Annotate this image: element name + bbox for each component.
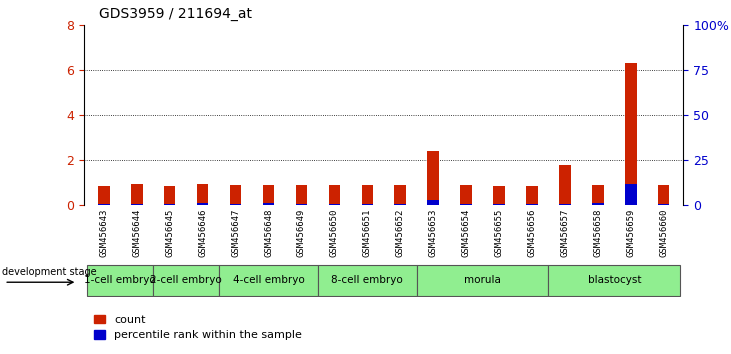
Bar [131,204,143,205]
Text: GSM456660: GSM456660 [659,208,668,257]
Bar [395,204,406,205]
Bar [329,204,340,205]
Bar [88,266,154,296]
Text: 4-cell embryo: 4-cell embryo [232,275,304,285]
Bar [230,185,241,205]
Bar [329,185,340,205]
Bar [417,266,548,296]
Text: GSM456651: GSM456651 [363,208,372,257]
Bar [493,186,505,205]
Bar [197,203,208,205]
Text: GSM456657: GSM456657 [561,208,569,257]
Text: GSM456659: GSM456659 [626,208,635,257]
Bar [592,203,604,205]
Bar [493,204,505,205]
Text: GSM456653: GSM456653 [428,208,438,257]
Bar [154,266,219,296]
Bar [295,185,307,205]
Bar [428,151,439,205]
Bar [625,63,637,205]
Text: 2-cell embryo: 2-cell embryo [151,275,222,285]
Text: GSM456644: GSM456644 [132,208,141,257]
Bar [461,185,472,205]
Bar [164,204,175,205]
Text: GSM456652: GSM456652 [395,208,405,257]
Bar [230,204,241,205]
Text: GSM456648: GSM456648 [264,208,273,257]
Text: blastocyst: blastocyst [588,275,641,285]
Text: 1-cell embryo: 1-cell embryo [84,275,156,285]
Bar [559,165,571,205]
Text: GSM456646: GSM456646 [198,208,207,257]
Text: GSM456645: GSM456645 [165,208,174,257]
Text: GSM456656: GSM456656 [528,208,537,257]
Bar [428,200,439,205]
Bar [461,204,472,205]
Bar [526,186,538,205]
Bar [318,266,417,296]
Bar [262,203,274,205]
Text: GDS3959 / 211694_at: GDS3959 / 211694_at [99,7,251,21]
Text: development stage: development stage [1,267,96,277]
Bar [362,185,373,205]
Bar [548,266,680,296]
Bar [592,185,604,205]
Bar [658,204,670,205]
Bar [131,184,143,205]
Bar [559,204,571,205]
Bar [197,184,208,205]
Text: GSM456650: GSM456650 [330,208,339,257]
Text: GSM456647: GSM456647 [231,208,240,257]
Bar [219,266,318,296]
Bar [262,185,274,205]
Bar [395,185,406,205]
Text: GSM456658: GSM456658 [594,208,602,257]
Text: 8-cell embryo: 8-cell embryo [331,275,404,285]
Bar [98,186,110,205]
Text: GSM456654: GSM456654 [461,208,471,257]
Bar [98,204,110,205]
Text: GSM456643: GSM456643 [99,208,108,257]
Bar [164,186,175,205]
Bar [625,184,637,205]
Text: morula: morula [464,275,501,285]
Bar [362,204,373,205]
Bar [295,204,307,205]
Bar [526,204,538,205]
Legend: count, percentile rank within the sample: count, percentile rank within the sample [90,310,306,345]
Text: GSM456655: GSM456655 [495,208,504,257]
Text: GSM456649: GSM456649 [297,208,306,257]
Bar [658,185,670,205]
